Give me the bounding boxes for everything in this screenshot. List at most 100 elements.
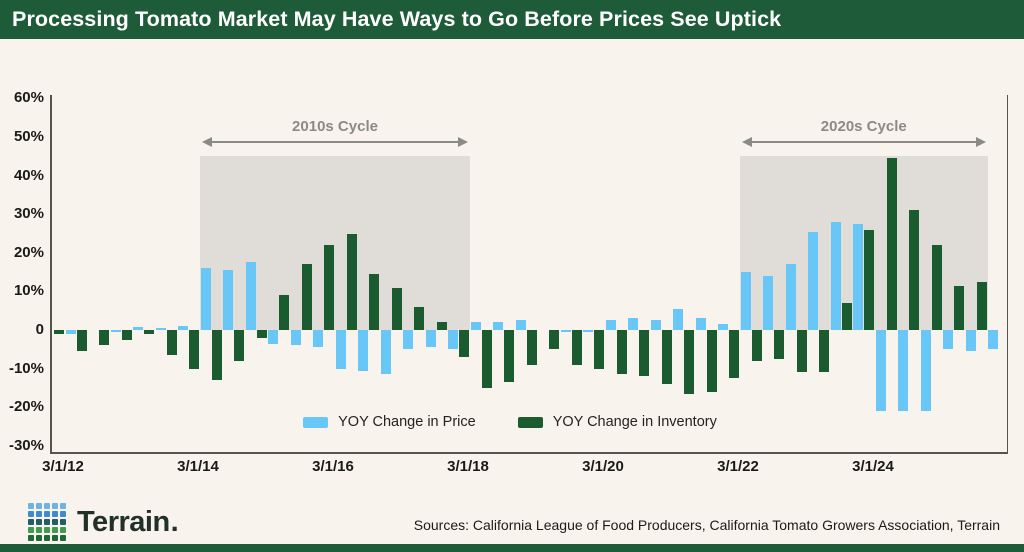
price-bar	[740, 272, 751, 330]
inventory-bar	[594, 330, 605, 369]
inventory-bar	[751, 330, 762, 361]
footer-accent-strip	[0, 544, 1024, 552]
x-axis-tick-label: 3/1/18	[447, 458, 489, 475]
sources-text: Sources: California League of Food Produ…	[413, 517, 1000, 533]
inventory-bar	[819, 330, 830, 373]
x-axis-tick-label: 3/1/16	[312, 458, 354, 475]
inventory-bar	[256, 330, 267, 338]
inventory-bar	[234, 330, 245, 361]
y-axis-tick-label: -30%	[8, 436, 44, 454]
chart-title: Processing Tomato Market May Have Ways t…	[12, 7, 782, 31]
inventory-bar	[639, 330, 650, 377]
inventory-bar	[616, 330, 627, 375]
price-bar	[403, 330, 414, 350]
x-axis-tick-label: 3/1/24	[852, 458, 894, 475]
price-bar	[200, 268, 211, 330]
inventory-bar	[571, 330, 582, 365]
inventory-bar	[369, 274, 380, 330]
inventory-bar	[706, 330, 717, 392]
inventory-bar	[459, 330, 470, 358]
cycle-region-label-2: 2020s Cycle	[820, 118, 907, 135]
price-bar	[898, 330, 909, 412]
price-bar	[763, 275, 774, 330]
y-axis-tick-label: 20%	[13, 243, 44, 261]
inventory-bar	[436, 322, 447, 330]
terrain-logo-icon	[28, 503, 66, 541]
inventory-bar	[54, 330, 65, 334]
cycle-region-2	[740, 156, 988, 330]
inventory-bar	[211, 330, 222, 381]
price-bar	[223, 270, 234, 330]
inventory-bar	[189, 330, 200, 369]
price-bar	[268, 330, 279, 344]
y-axis-tick-label: 10%	[13, 282, 44, 300]
inventory-bar	[279, 295, 290, 330]
y-axis-tick-label: 40%	[13, 166, 44, 184]
inventory-bar	[886, 158, 897, 330]
price-bar	[155, 327, 166, 330]
footer: Terrain . Sources: California League of …	[0, 496, 1024, 544]
price-bar	[830, 221, 841, 330]
inventory-bar	[144, 330, 155, 334]
inventory-bar	[99, 330, 110, 346]
y-axis-tick-label: 30%	[13, 205, 44, 223]
legend-inventory-label: YOY Change in Inventory	[552, 414, 717, 430]
inventory-bar	[774, 330, 785, 359]
price-bar	[988, 330, 999, 350]
price-bar	[470, 322, 481, 330]
y-axis-tick-label: -10%	[8, 359, 44, 377]
price-bar	[133, 327, 144, 330]
title-banner: Processing Tomato Market May Have Ways t…	[0, 0, 1024, 39]
price-bar	[380, 330, 391, 375]
inventory-bar	[324, 245, 335, 330]
inventory-bar	[76, 330, 87, 352]
price-bar	[245, 262, 256, 330]
inventory-bar	[796, 330, 807, 373]
inventory-bar	[414, 306, 425, 330]
price-bar	[920, 330, 931, 412]
price-bar	[785, 264, 796, 330]
x-axis-tick-label: 3/1/14	[177, 458, 219, 475]
price-bar	[448, 330, 459, 350]
legend-price-label: YOY Change in Price	[338, 414, 476, 430]
y-axis-tick-label: 60%	[13, 89, 44, 107]
x-axis-tick-label: 3/1/22	[717, 458, 759, 475]
price-bar	[493, 321, 504, 330]
cycle-region-1	[200, 156, 470, 330]
cycle-region-label-1: 2010s Cycle	[292, 118, 378, 135]
y-axis-tick-label: 0	[35, 321, 44, 338]
price-bar	[335, 330, 346, 369]
price-bar	[65, 330, 76, 334]
price-bar	[313, 330, 324, 348]
inventory-bar	[346, 233, 357, 330]
price-bar	[515, 320, 526, 330]
plot-area: 2010s Cycle 2020s Cycle	[50, 95, 1008, 454]
price-bar	[425, 330, 436, 348]
terrain-logo-dot: .	[170, 505, 179, 538]
price-bar	[290, 330, 301, 346]
x-axis-tick-label: 3/1/20	[582, 458, 624, 475]
inventory-bar	[121, 330, 132, 340]
price-bar	[718, 324, 729, 330]
legend-item-inventory: YOY Change in Inventory	[517, 414, 717, 430]
price-bar	[853, 223, 864, 330]
x-axis-tick-label: 3/1/12	[42, 458, 84, 475]
terrain-logo: Terrain .	[28, 503, 179, 541]
price-bar	[178, 326, 189, 330]
inventory-bar	[391, 287, 402, 330]
inventory-bar	[841, 302, 852, 330]
inventory-bar	[301, 264, 312, 330]
price-bar	[943, 330, 954, 350]
legend: YOY Change in Price YOY Change in Invent…	[270, 410, 750, 434]
inventory-bar	[954, 285, 965, 330]
inventory-bar	[166, 330, 177, 356]
legend-item-price: YOY Change in Price	[303, 414, 476, 430]
inventory-bar	[481, 330, 492, 388]
inventory-bar	[504, 330, 515, 383]
inventory-bar	[729, 330, 740, 379]
price-bar	[358, 330, 369, 371]
price-bar	[965, 330, 976, 352]
price-bar	[695, 318, 706, 330]
price-bar	[808, 231, 819, 330]
y-axis-tick-label: -20%	[8, 398, 44, 416]
